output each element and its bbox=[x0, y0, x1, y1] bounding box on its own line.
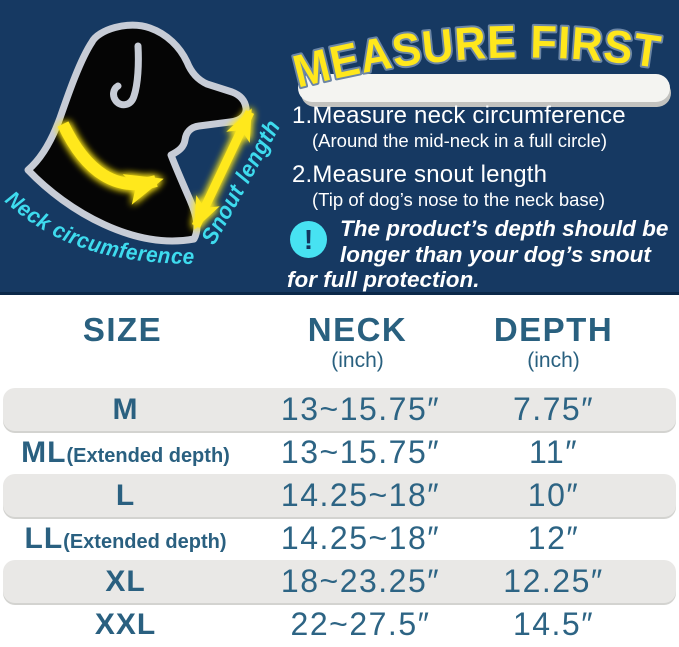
column-header-neck: NECK (inch) bbox=[245, 313, 470, 388]
step-2-title: 2.Measure snout length bbox=[292, 161, 548, 188]
step-1-title: 1.Measure neck circumference bbox=[292, 102, 626, 129]
depth-value: 12″ bbox=[527, 520, 580, 556]
depth-value: 12.25″ bbox=[503, 563, 604, 599]
column-header-depth: DEPTH (inch) bbox=[470, 313, 637, 388]
dog-head-silhouette bbox=[24, 21, 250, 245]
measurement-arrows bbox=[57, 108, 255, 230]
neck-value: 22~27.5″ bbox=[290, 606, 431, 642]
size-label: LL bbox=[24, 521, 64, 555]
depth-value: 11″ bbox=[528, 434, 579, 470]
depth-value: 7.75″ bbox=[512, 391, 595, 427]
size-note: (Extended depth) bbox=[66, 444, 230, 467]
table-header-row: SIZE NECK (inch) DEPTH (inch) bbox=[0, 295, 679, 388]
dog-ear-mark bbox=[110, 42, 142, 109]
neck-header-label: NECK bbox=[307, 311, 408, 348]
table-row: L 14.25~18″ 10″ bbox=[3, 474, 676, 517]
measuring-steps: 1.Measure neck circumference (Around the… bbox=[292, 103, 678, 221]
warning-line: for full protection. bbox=[287, 267, 480, 292]
size-chart-table: SIZE NECK (inch) DEPTH (inch) M 13~15.75… bbox=[0, 295, 679, 646]
neck-value: 14.25~18″ bbox=[280, 520, 441, 556]
column-header-size: SIZE bbox=[0, 313, 245, 388]
measure-instructions-panel: Neck circumference Snout length MEASURE … bbox=[0, 0, 679, 295]
neck-value: 13~15.75″ bbox=[280, 434, 441, 470]
table-row: ML (Extended depth) 13~15.75″ 11″ bbox=[3, 431, 676, 474]
table-row: XXL 22~27.5″ 14.5″ bbox=[3, 603, 676, 646]
neck-value: 13~15.75″ bbox=[280, 391, 441, 427]
size-label: XL bbox=[105, 564, 146, 598]
size-label: XXL bbox=[94, 607, 157, 641]
size-label: M bbox=[112, 392, 139, 426]
warning-line: longer than your dog’s snout bbox=[340, 241, 651, 267]
neck-unit-label: (inch) bbox=[331, 349, 384, 372]
dog-measurement-diagram: Neck circumference Snout length bbox=[1, 21, 285, 269]
exclamation-icon: ! bbox=[290, 221, 327, 258]
step-1-subtext: (Around the mid-neck in a full circle) bbox=[312, 130, 608, 151]
neck-circumference-arrow bbox=[57, 121, 164, 205]
depth-unit-label: (inch) bbox=[527, 349, 580, 372]
depth-value: 14.5″ bbox=[512, 606, 595, 642]
depth-header-label: DEPTH bbox=[493, 311, 614, 348]
neck-value: 14.25~18″ bbox=[280, 477, 441, 513]
neck-value: 18~23.25″ bbox=[280, 563, 441, 599]
size-header-label: SIZE bbox=[82, 311, 163, 348]
size-note: (Extended depth) bbox=[63, 530, 227, 553]
size-label: ML bbox=[21, 435, 67, 469]
snout-length-arrow bbox=[191, 108, 255, 230]
banner-pill bbox=[298, 74, 670, 102]
table-row: M 13~15.75″ 7.75″ bbox=[3, 388, 676, 431]
step-2-subtext: (Tip of dog’s nose to the neck base) bbox=[312, 189, 606, 210]
table-row: LL (Extended depth) 14.25~18″ 12″ bbox=[3, 517, 676, 560]
warning-line: The product’s depth should be bbox=[340, 216, 669, 241]
table-row: XL 18~23.25″ 12.25″ bbox=[3, 560, 676, 603]
size-label: L bbox=[115, 478, 136, 512]
depth-value: 10″ bbox=[527, 477, 580, 513]
depth-warning-note: ! The product’s depth should be longer t… bbox=[283, 216, 679, 293]
title-banner: MEASURE FIRST bbox=[290, 13, 671, 107]
